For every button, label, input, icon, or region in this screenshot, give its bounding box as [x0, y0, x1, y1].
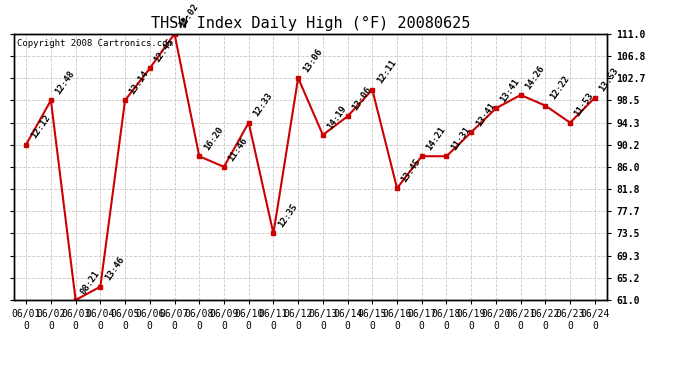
Text: 13:06: 13:06 [351, 85, 373, 112]
Text: 13:06: 13:06 [301, 46, 324, 74]
Text: 08:21: 08:21 [79, 268, 101, 296]
Text: 12:22: 12:22 [548, 74, 571, 102]
Text: 12:11: 12:11 [375, 58, 398, 86]
Text: 14:21: 14:21 [424, 125, 447, 152]
Title: THSW Index Daily High (°F) 20080625: THSW Index Daily High (°F) 20080625 [151, 16, 470, 31]
Text: 13:41: 13:41 [499, 77, 522, 104]
Text: 14:26: 14:26 [524, 64, 546, 91]
Text: 12:35: 12:35 [276, 202, 299, 229]
Text: 11:31: 11:31 [449, 125, 472, 152]
Text: 13:53: 13:53 [598, 66, 620, 93]
Text: 12:02: 12:02 [177, 2, 200, 30]
Text: Copyright 2008 Cartronics.com: Copyright 2008 Cartronics.com [17, 39, 172, 48]
Text: 13:41: 13:41 [474, 101, 497, 128]
Text: 12:12: 12:12 [29, 113, 52, 140]
Text: 11:53: 11:53 [573, 92, 595, 118]
Text: 12:33: 12:33 [251, 92, 274, 118]
Text: 16:20: 16:20 [202, 125, 225, 152]
Text: 13:14: 13:14 [128, 69, 150, 96]
Text: 14:19: 14:19 [326, 104, 348, 131]
Text: 13:45: 13:45 [400, 157, 422, 184]
Text: 12:48: 12:48 [54, 69, 77, 96]
Text: 11:46: 11:46 [227, 135, 250, 163]
Text: 12:45: 12:45 [152, 37, 175, 64]
Text: 13:46: 13:46 [103, 255, 126, 282]
